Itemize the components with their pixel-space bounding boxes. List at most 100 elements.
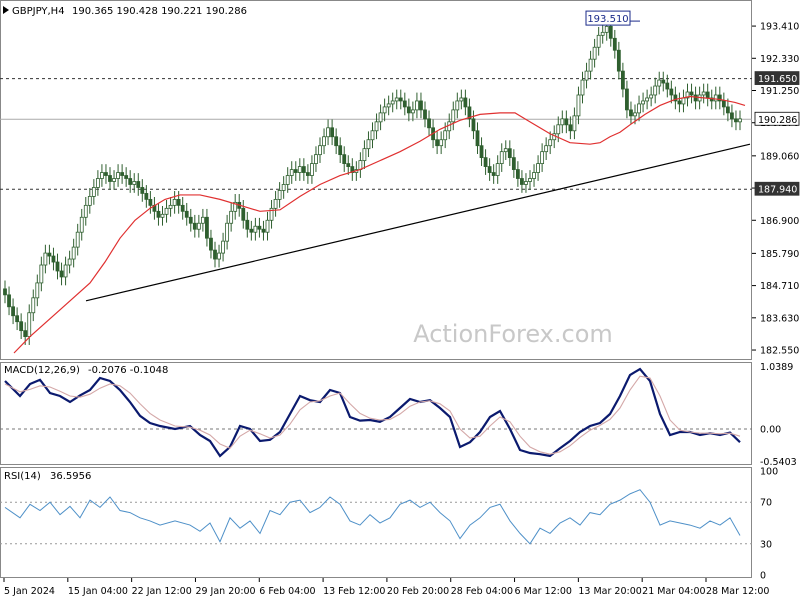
candle — [717, 86, 722, 110]
candle — [362, 140, 367, 169]
candle-body — [116, 172, 120, 179]
candle — [564, 110, 569, 134]
time-tick-label: 29 Jan 20:00 — [195, 586, 255, 597]
candle — [641, 92, 645, 113]
candle — [398, 89, 403, 110]
candle-body — [184, 210, 189, 218]
candle-body — [701, 91, 706, 96]
candle-body — [261, 228, 266, 233]
candle — [95, 170, 100, 196]
candle — [346, 155, 351, 175]
candle-body — [625, 88, 629, 111]
candle — [140, 179, 145, 202]
candle — [463, 89, 468, 116]
level-label: 191.650 — [758, 74, 797, 85]
candle-body — [487, 166, 492, 173]
candle — [423, 101, 427, 128]
candle-body — [382, 106, 387, 114]
candle — [120, 164, 125, 184]
candle-body — [398, 97, 403, 102]
candle — [544, 137, 549, 161]
candle-body — [71, 246, 76, 260]
candle-body — [35, 282, 40, 299]
candle — [281, 176, 286, 199]
candle-body — [540, 151, 545, 164]
price-tick-label: 186.900 — [760, 216, 799, 227]
candle — [507, 140, 512, 166]
candle-body — [83, 204, 88, 218]
candle-body — [491, 172, 496, 176]
candle-body — [653, 85, 658, 96]
candle-body — [164, 207, 169, 215]
candle — [580, 71, 585, 104]
candle-body — [725, 106, 730, 114]
candle — [447, 113, 452, 140]
time-tick-label: 13 Mar 20:00 — [578, 586, 641, 597]
candle — [245, 211, 250, 238]
candle-body — [479, 145, 484, 159]
candle — [370, 122, 375, 149]
candle-body — [310, 163, 314, 176]
time-tick-label: 20 Feb 20:00 — [387, 586, 449, 597]
candle — [334, 128, 339, 155]
candle — [152, 197, 157, 220]
candle — [43, 244, 48, 274]
candle-body — [200, 216, 205, 224]
candle — [11, 298, 15, 325]
candle — [451, 101, 456, 131]
candle — [164, 199, 169, 223]
macd-tick-label: 0.00 — [760, 425, 781, 436]
candle — [108, 167, 112, 190]
candle-body — [467, 106, 472, 120]
candle-body — [27, 312, 32, 338]
candle-body — [620, 70, 625, 90]
candle — [612, 29, 617, 59]
candle — [495, 155, 500, 184]
candle-body — [245, 219, 250, 230]
candle-body — [507, 148, 512, 159]
candle — [629, 101, 633, 125]
watermark: ActionForex.com — [413, 320, 613, 348]
candle-body — [168, 204, 173, 209]
candle-body — [43, 252, 48, 266]
level-label-box — [754, 111, 800, 126]
candle — [273, 191, 278, 217]
candle — [79, 208, 84, 241]
candle-body — [536, 163, 540, 173]
candle — [326, 119, 330, 146]
pane-frames — [0, 0, 752, 578]
candle — [366, 131, 371, 158]
candle — [665, 74, 670, 98]
candle-body — [544, 145, 549, 153]
candle — [685, 83, 690, 107]
candle-body — [588, 58, 593, 72]
candle — [394, 89, 399, 110]
candle — [241, 199, 246, 229]
candle-body — [172, 198, 177, 206]
candle-body — [528, 178, 532, 182]
time-tick-label: 13 Feb 12:00 — [323, 586, 385, 597]
candle — [338, 137, 343, 163]
candle-body — [196, 222, 201, 230]
candle-body — [649, 94, 654, 99]
candle-body — [128, 178, 133, 185]
candle-body — [358, 160, 363, 170]
candle — [572, 107, 577, 140]
candle — [322, 128, 326, 155]
trendline-layer: 193.510 — [85, 10, 751, 302]
time-tick-label: 5 Jan 2024 — [4, 586, 55, 597]
level-label: 190.286 — [758, 115, 797, 126]
candle-body — [600, 31, 605, 36]
candle-body — [612, 37, 617, 51]
candle — [265, 211, 270, 241]
candle-body — [297, 166, 302, 173]
candle — [669, 80, 674, 104]
candles — [3, 18, 742, 345]
candle — [358, 152, 363, 178]
price-tick-label: 193.410 — [760, 22, 799, 33]
candle — [293, 161, 298, 181]
candle-body — [112, 178, 116, 182]
price-tick-label: 192.330 — [760, 54, 799, 65]
candle-body — [39, 264, 44, 284]
